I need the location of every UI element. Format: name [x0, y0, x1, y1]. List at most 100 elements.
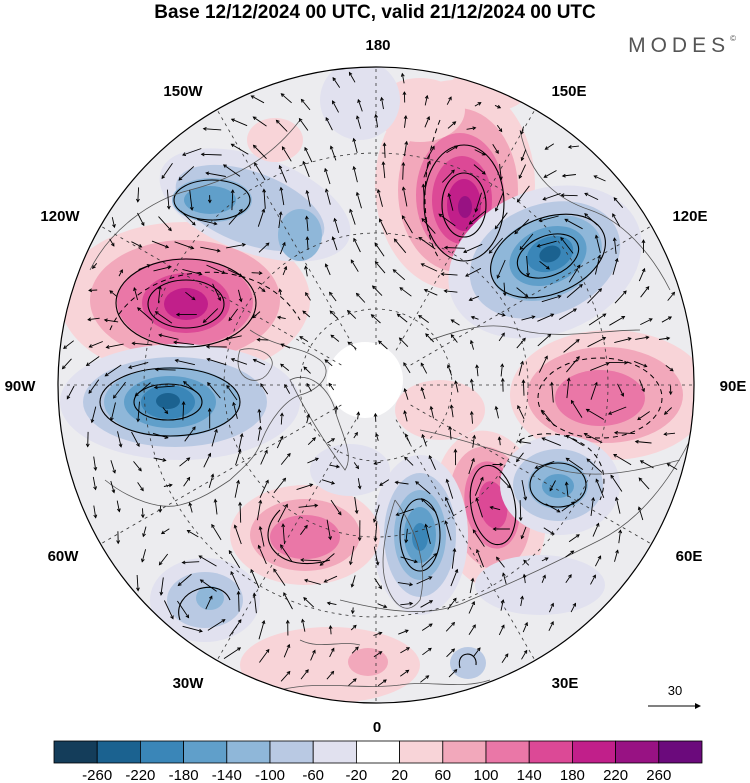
wind-vector	[302, 310, 311, 318]
wind-vector	[254, 162, 266, 181]
wind-vector	[310, 649, 316, 661]
wind-vector	[158, 333, 179, 340]
wind-vector	[374, 242, 385, 257]
wind-vector	[585, 408, 605, 420]
wind-vector	[350, 259, 359, 272]
wind-vector	[163, 483, 173, 488]
wind-vector	[489, 505, 501, 511]
wind-vector	[304, 578, 321, 585]
wind-vector	[230, 118, 248, 127]
wind-vector	[328, 382, 335, 391]
wind-vector	[61, 358, 72, 370]
lon-label-60e: 60E	[676, 548, 703, 565]
colorbar-swatch	[572, 740, 617, 764]
wind-vector	[375, 432, 379, 441]
wind-vector	[376, 188, 383, 207]
wind-vector	[281, 146, 292, 162]
wind-vector	[87, 317, 100, 322]
wind-vector	[566, 355, 580, 373]
wind-vector	[595, 478, 605, 498]
wind-vector	[186, 530, 199, 538]
wind-vector	[63, 340, 74, 349]
wind-vector	[637, 411, 650, 421]
wind-vector	[446, 648, 456, 658]
wind-vector	[105, 343, 124, 349]
wind-vector	[612, 257, 619, 275]
wind-vector	[443, 289, 458, 293]
wind-vector	[353, 431, 358, 439]
wind-vector	[202, 308, 219, 324]
wind-vector	[182, 148, 202, 156]
wind-vector	[206, 264, 226, 274]
wind-vector	[236, 590, 241, 612]
wind-vector	[545, 503, 561, 513]
wind-vector	[564, 481, 569, 497]
wind-vector	[594, 234, 601, 254]
wind-vector	[158, 216, 172, 232]
wind-vector	[301, 618, 306, 632]
colorbar-tick-label: -60	[302, 767, 324, 783]
wind-vector	[177, 573, 192, 587]
coastline-north-america	[104, 329, 327, 507]
wind-vector	[423, 288, 438, 296]
wind-vector	[347, 341, 357, 350]
colorbar-tick-label: -260	[82, 767, 112, 783]
wind-vector	[474, 149, 486, 156]
wind-vector	[117, 431, 123, 448]
contour	[147, 279, 225, 329]
wind-vector	[300, 524, 308, 535]
wind-vector	[208, 473, 215, 489]
wind-vector	[230, 358, 248, 365]
wind-vector	[131, 431, 140, 448]
meridian-line	[100, 225, 342, 366]
wind-vector	[300, 558, 321, 562]
wind-vector	[328, 624, 333, 635]
wind-vector	[404, 528, 409, 544]
wind-vector	[501, 653, 509, 663]
coastline-africa	[279, 679, 491, 691]
wind-vector	[502, 282, 507, 297]
wind-vector	[88, 288, 98, 293]
wind-vector	[474, 102, 482, 107]
meridian-line	[410, 225, 652, 366]
wind-vector	[207, 407, 212, 429]
wind-vector	[357, 98, 363, 112]
wind-vector	[420, 675, 430, 683]
wind-vector	[568, 264, 581, 283]
wind-vector	[590, 497, 596, 516]
wind-vector	[560, 236, 574, 254]
wind-vector	[331, 236, 338, 251]
wind-vector	[494, 212, 508, 230]
wind-vector	[304, 215, 309, 232]
wind-vector	[279, 241, 286, 255]
wind-vector	[635, 335, 650, 340]
wind-vector	[174, 241, 195, 250]
wind-vector	[470, 315, 479, 320]
wind-vector	[350, 575, 356, 588]
wind-vector	[522, 573, 527, 584]
wind-vector	[444, 520, 452, 541]
wind-vector	[381, 161, 386, 179]
wind-vector	[211, 523, 222, 541]
wind-vector	[296, 483, 314, 491]
wind-vector	[403, 410, 408, 422]
wind-vector	[355, 292, 366, 303]
wind-vector	[224, 335, 242, 341]
wind-vector	[256, 337, 269, 342]
wind-vector	[90, 406, 97, 424]
contour	[516, 233, 580, 279]
wind-vector	[354, 496, 359, 515]
wind-vector	[203, 452, 212, 468]
wind-vector	[251, 271, 263, 276]
wind-vector	[116, 531, 121, 545]
wind-vector	[639, 379, 645, 393]
coastline-scandinavia	[382, 499, 424, 609]
wind-vector	[93, 456, 98, 472]
lon-label-90e: 90E	[720, 378, 747, 395]
contour	[115, 258, 257, 348]
wind-vector	[558, 308, 578, 320]
wind-vector	[163, 600, 174, 620]
wind-vector	[153, 385, 175, 390]
wind-vector	[353, 237, 361, 253]
wind-vector	[278, 288, 283, 296]
